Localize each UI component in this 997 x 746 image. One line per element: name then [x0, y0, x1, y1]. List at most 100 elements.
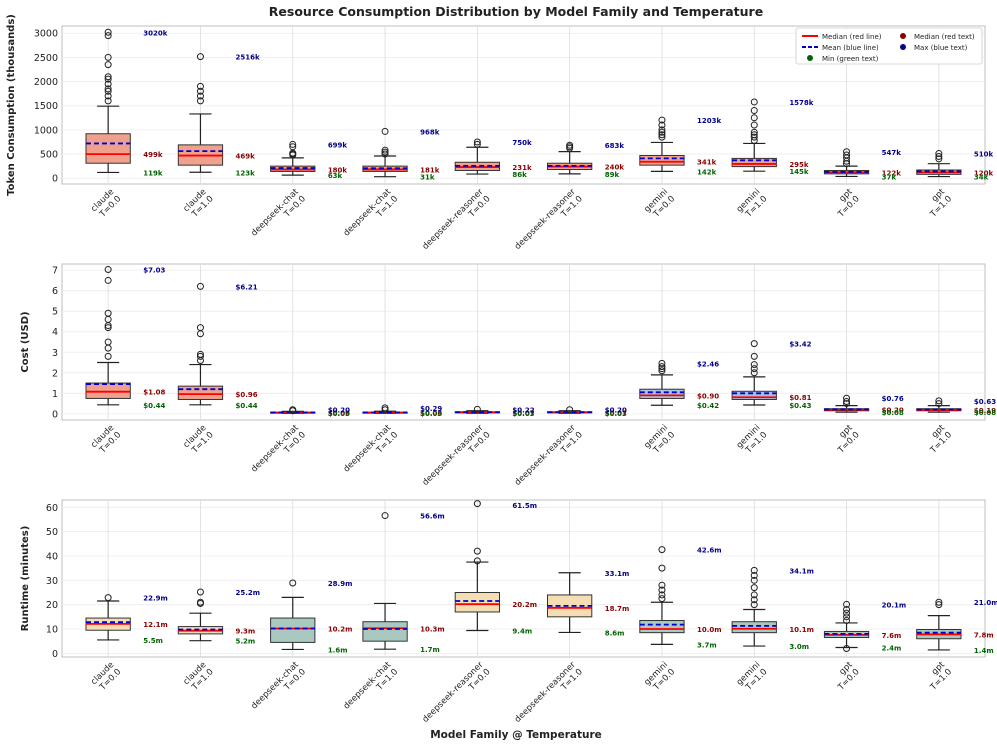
max-value-label: $3.42 — [789, 341, 811, 349]
max-value-label: $6.21 — [236, 283, 258, 291]
min-value-label: 31k — [420, 174, 435, 182]
median-value-label: 469k — [236, 153, 256, 161]
min-value-label: 37k — [882, 173, 897, 181]
outlier-point — [843, 394, 851, 402]
max-value-label: 22.9m — [143, 595, 168, 603]
outlier-point — [196, 588, 204, 596]
outlier-point — [658, 595, 666, 603]
outlier-point — [104, 61, 112, 69]
max-value-label: 1203k — [697, 117, 721, 125]
outlier-point — [196, 92, 204, 100]
legend-median-line: Median (red line) — [822, 33, 882, 41]
min-value-label: 8.6m — [605, 629, 625, 637]
outlier-point — [658, 133, 666, 141]
box-3: $0.06$0.03$0.20 — [270, 406, 350, 418]
median-value-label: 18.7m — [605, 605, 630, 613]
outlier-point — [843, 151, 851, 159]
plot-area — [61, 499, 986, 658]
outlier-point — [473, 405, 481, 413]
median-value-label: 10.3m — [420, 625, 445, 633]
y-axis-label: Token Consumption (thousands) — [6, 14, 17, 196]
outlier-point — [104, 276, 112, 284]
outlier-point — [935, 152, 943, 160]
outlier-point — [104, 324, 112, 332]
max-value-label: 25.2m — [236, 589, 261, 597]
outlier-point — [843, 400, 851, 408]
median-value-label: 7.8m — [974, 631, 994, 639]
outlier-point — [658, 121, 666, 129]
median-value-label: 181k — [420, 166, 440, 174]
median-value-label: 122k — [882, 169, 902, 177]
median-value-label: 231k — [512, 164, 532, 172]
outlier-point — [104, 266, 112, 274]
min-value-label: 63k — [328, 172, 343, 180]
min-value-label: $0.43 — [789, 402, 811, 410]
outlier-point — [196, 598, 204, 606]
max-value-label: $0.20 — [328, 407, 350, 415]
outlier-point — [750, 584, 758, 592]
outlier-point — [750, 591, 758, 599]
median-value-label: $0.20 — [882, 407, 904, 415]
outlier-point — [381, 146, 389, 154]
y-tick-label: 1 — [52, 389, 58, 400]
legend: Median (red line) Mean (blue line) Min (… — [795, 27, 983, 65]
max-value-label: 547k — [882, 149, 902, 157]
iqr-box — [85, 382, 131, 399]
outlier-point — [843, 609, 851, 617]
outlier-point — [658, 359, 666, 367]
iqr-box — [731, 621, 777, 634]
outlier-point — [104, 28, 112, 36]
min-value-label: 1.4m — [974, 647, 994, 655]
min-value-label: 145k — [789, 168, 809, 176]
max-value-label: $0.76 — [882, 395, 904, 403]
min-value-label: 1.6m — [328, 646, 348, 654]
max-value-label: $0.29 — [420, 405, 442, 413]
min-value-label: 5.5m — [143, 637, 163, 645]
min-value-label: 1.7m — [420, 646, 440, 654]
median-value-label: $0.06 — [328, 410, 350, 418]
outlier-point — [381, 406, 389, 414]
median-value-label: $0.07 — [605, 409, 627, 417]
box-8: 10.1m 3.0m 34.1m — [731, 566, 814, 651]
max-value-label: $0.20 — [605, 407, 627, 415]
outlier-point — [473, 547, 481, 555]
outlier-point — [196, 97, 204, 105]
chart-title: Resource Consumption Distribution by Mod… — [269, 4, 763, 19]
median-value-label: $0.07 — [512, 409, 534, 417]
y-tick-label: 3000 — [34, 29, 58, 40]
y-tick-label: 500 — [40, 150, 58, 161]
outlier-point — [658, 564, 666, 572]
median-value-label: $0.90 — [697, 392, 719, 400]
outlier-point — [935, 400, 943, 408]
outlier-point — [196, 352, 204, 360]
median-value-label: $0.96 — [236, 391, 258, 399]
outlier-point — [843, 606, 851, 614]
outlier-point — [104, 85, 112, 93]
y-axis-label: Cost (USD) — [20, 311, 31, 372]
outlier-point — [750, 352, 758, 360]
y-tick-label: 30 — [46, 576, 58, 587]
outlier-point — [843, 398, 851, 406]
outlier-point — [658, 365, 666, 373]
iqr-box — [85, 133, 131, 164]
y-tick-label: 0 — [52, 174, 58, 185]
max-value-label: 3020k — [143, 29, 167, 37]
min-value-label: 34k — [974, 174, 989, 182]
box-1: 12.1m 5.5m 22.9m — [85, 594, 168, 645]
outlier-point — [104, 92, 112, 100]
y-tick-label: 40 — [46, 551, 58, 562]
outlier-point — [196, 82, 204, 90]
median-value-label: 180k — [328, 167, 348, 175]
legend-max-text: Max (blue text) — [914, 44, 968, 52]
outlier-point — [196, 53, 204, 61]
min-value-label: $0.08 — [882, 409, 904, 417]
outlier-point — [750, 133, 758, 141]
outlier-point — [658, 363, 666, 371]
outlier-point — [935, 155, 943, 163]
outlier-point — [104, 338, 112, 346]
box-6: 18.7m 8.6m 33.1m — [546, 570, 630, 637]
outlier-point — [658, 116, 666, 124]
